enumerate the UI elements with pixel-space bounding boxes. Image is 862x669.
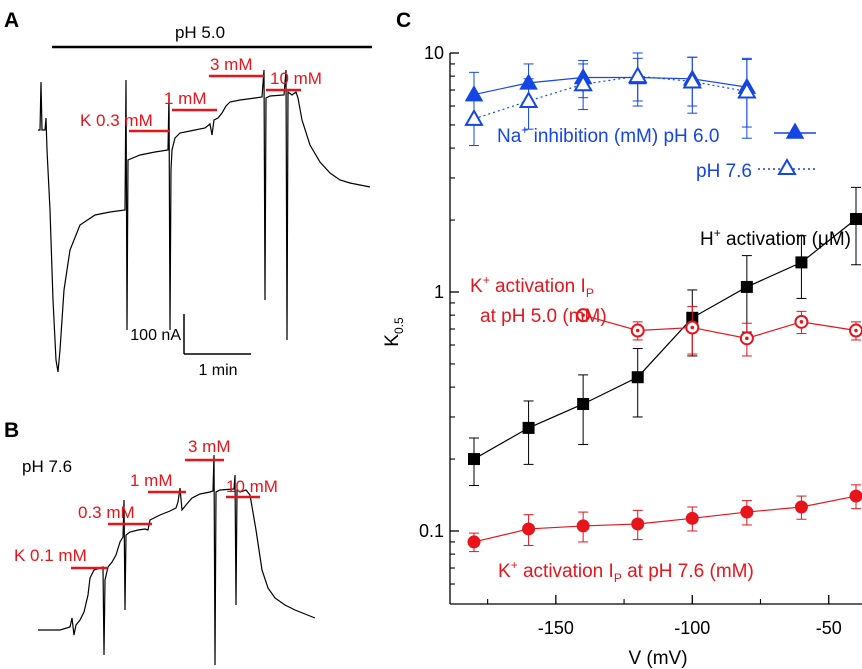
series-line: [582, 314, 857, 339]
data-point-center: [854, 328, 858, 333]
data-point: [794, 500, 808, 514]
step-label: K 0.1 mM: [14, 546, 87, 565]
data-point: [737, 81, 757, 99]
legend-marker-na-ph60: [785, 122, 805, 139]
y-tick-label: 0.1: [419, 521, 444, 541]
data-point: [685, 511, 699, 525]
legend-label-na-ph60: Na+ inhibition (mM) pH 6.0: [497, 123, 719, 147]
panel-b: B pH 7.6 K 0.1 mM 0.3 mM 1 mM 3 mM 10 mM: [4, 419, 316, 666]
series-line: [473, 75, 747, 120]
series-line: [473, 495, 857, 543]
panel-c-letter: C: [396, 9, 411, 32]
ph-bar-label: pH 5.0: [175, 23, 225, 42]
step-label: 3 mM: [188, 437, 231, 456]
y-tick-label: 1: [434, 282, 444, 302]
scale-bar: 100 nA 1 min: [130, 314, 251, 379]
data-point: [627, 66, 648, 84]
scale-time-label: 1 min: [198, 362, 237, 379]
legend-marker-na-ph76: [777, 157, 797, 175]
legend-label-na-ph76: pH 7.6: [696, 161, 752, 182]
data-point-center: [745, 336, 749, 341]
data-point: [740, 505, 754, 519]
current-trace-b: [38, 454, 316, 666]
step-label: 3 mM: [210, 55, 253, 74]
x-tick-label: -100: [674, 618, 710, 638]
y-axis-label: K0.5: [382, 317, 406, 347]
scale-current-label: 100 nA: [130, 327, 181, 344]
series-annotations: Na+ inhibition (mM) pH 6.0 pH 7.6 H+ act…: [470, 122, 851, 585]
data-point: [682, 71, 703, 89]
panel-b-letter: B: [4, 419, 19, 442]
data-point-center: [799, 320, 804, 324]
data-point: [522, 522, 536, 536]
series-0: [464, 56, 757, 128]
x-axis-label: V (mV): [628, 648, 687, 669]
data-point: [795, 256, 808, 269]
data-point: [464, 108, 484, 126]
data-point-center: [635, 328, 640, 333]
data-point: [850, 213, 862, 226]
data-point: [576, 519, 590, 533]
data-point: [522, 421, 535, 434]
x-tick-label: -150: [538, 618, 574, 638]
current-trace-a: [38, 69, 371, 373]
series-2: [468, 186, 862, 487]
data-point: [467, 535, 481, 549]
concentration-steps-b: K 0.1 mM 0.3 mM 1 mM 3 mM 10 mM: [14, 437, 278, 570]
x-axis-ticks: -150 -100 -50: [487, 595, 842, 638]
step-label: 10 mM: [226, 477, 278, 496]
series-1: [464, 52, 757, 147]
data-point: [468, 453, 480, 466]
series-line: [473, 218, 857, 460]
data-point: [518, 90, 539, 108]
data-point: [631, 517, 645, 531]
label-h-activation: H+ activation (μM): [700, 226, 851, 250]
step-label: 10 mM: [270, 69, 322, 88]
data-point-center: [690, 325, 695, 330]
series-line: [473, 76, 747, 96]
panel-c: C 0.1 1 10 -150 -100 -50 V (mV) K0.5 Na+ inh…: [382, 9, 862, 669]
step-label: 0.3 mM: [78, 503, 135, 522]
label-k-activation-ph50-line1: K+ activation IP: [470, 273, 594, 300]
data-point: [849, 489, 862, 503]
y-axis-ticks: 0.1 1 10: [419, 43, 459, 585]
data-point-center: [581, 313, 585, 317]
data-point: [631, 371, 644, 384]
panel-a: A pH 5.0 K 0.3 mM 1 mM 3 mM 10 mM 100 nA…: [4, 9, 372, 379]
data-point: [740, 280, 753, 293]
x-tick-label: -50: [816, 618, 842, 638]
step-label: K 0.3 mM: [80, 111, 153, 130]
series-3: [576, 305, 862, 357]
y-tick-label: 10: [424, 43, 444, 63]
step-label: 1 mM: [164, 89, 207, 108]
step-label: 1 mM: [130, 471, 173, 490]
ph-label-b: pH 7.6: [22, 457, 72, 476]
plot-area: [464, 52, 862, 553]
data-point: [577, 397, 590, 410]
label-k-activation-ph76: K+ activation IP at pH 7.6 (mM): [498, 558, 754, 585]
panel-a-letter: A: [4, 9, 19, 32]
concentration-steps-a: K 0.3 mM 1 mM 3 mM 10 mM: [80, 55, 322, 133]
series-4: [467, 484, 862, 553]
data-point: [573, 74, 593, 92]
label-k-activation-ph50-line2: at pH 5.0 (mM): [480, 306, 607, 327]
